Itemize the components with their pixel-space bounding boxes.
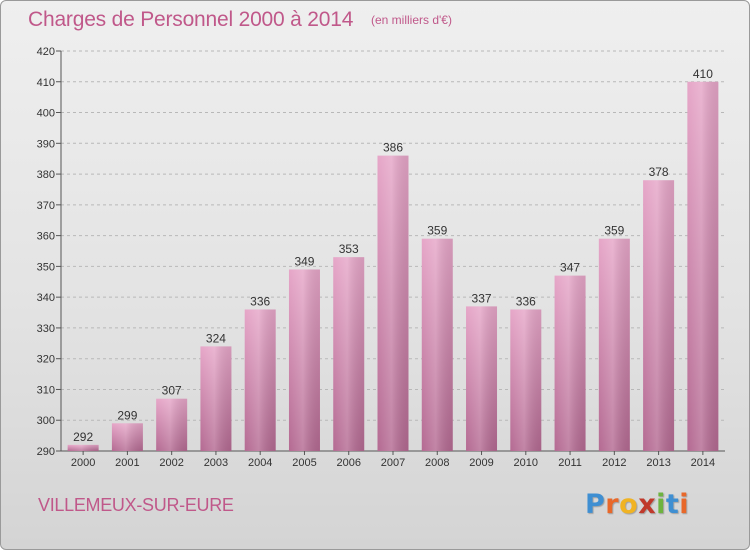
data-label: 324 — [206, 331, 226, 345]
data-label: 299 — [117, 408, 137, 422]
logo-letter: P — [585, 489, 606, 520]
data-label: 359 — [604, 224, 624, 238]
x-tick-label: 2013 — [646, 457, 670, 469]
bar-highlight — [244, 309, 276, 451]
logo-letter: i — [679, 489, 690, 520]
bar-highlight — [466, 306, 498, 451]
bar-highlight — [598, 238, 630, 451]
data-label: 336 — [250, 294, 270, 308]
y-tick-label: 400 — [37, 108, 55, 120]
x-tick-label: 2014 — [691, 457, 715, 469]
x-tick-label: 2005 — [292, 457, 316, 469]
x-tick-label: 2004 — [248, 457, 272, 469]
data-label: 337 — [472, 291, 492, 305]
bar-highlight — [111, 423, 143, 451]
y-tick-label: 410 — [37, 77, 55, 89]
data-label: 353 — [339, 242, 359, 256]
data-label: 410 — [693, 67, 713, 81]
chart-title: Charges de Personnel 2000 à 2014 — [28, 8, 354, 31]
data-label: 336 — [516, 294, 536, 308]
logo-letter: i — [656, 489, 666, 520]
y-tick-label: 330 — [37, 323, 55, 335]
y-tick-label: 380 — [37, 169, 55, 181]
x-tick-label: 2012 — [602, 457, 626, 469]
x-tick-label: 2000 — [71, 457, 95, 469]
y-tick-label: 310 — [37, 384, 55, 396]
y-tick-label: 360 — [37, 231, 55, 243]
y-tick-label: 340 — [37, 292, 55, 304]
logo-letter: r — [605, 489, 620, 520]
bar-highlight — [554, 275, 586, 451]
bar-highlight — [687, 81, 719, 452]
x-tick-label: 2008 — [425, 457, 449, 469]
logo-letter: o — [619, 489, 639, 520]
x-tick-label: 2009 — [469, 457, 493, 469]
data-label: 347 — [560, 261, 580, 275]
bar-highlight — [67, 444, 99, 451]
bar-highlight — [377, 155, 409, 451]
bar-highlight — [421, 238, 453, 451]
y-tick-label: 370 — [37, 200, 55, 212]
x-tick-label: 2002 — [159, 457, 183, 469]
chart-subtitle: (en milliers d'€) — [371, 13, 452, 27]
y-tick-label: 390 — [37, 138, 55, 150]
bar-highlight — [510, 309, 542, 451]
y-tick-label: 300 — [37, 415, 55, 427]
proxiti-logo: Proxiti — [585, 489, 689, 520]
bar-highlight — [156, 398, 188, 451]
city-name: VILLEMEUX-SUR-EURE — [38, 495, 234, 515]
x-tick-label: 2011 — [558, 457, 582, 469]
x-tick-label: 2007 — [381, 457, 405, 469]
logo-letter: x — [638, 489, 657, 520]
bar-highlight — [643, 180, 675, 451]
bar-highlight — [200, 346, 232, 451]
bar-highlight — [333, 257, 365, 451]
y-tick-label: 420 — [37, 46, 55, 58]
y-tick-label: 320 — [37, 354, 55, 366]
x-tick-label: 2010 — [514, 457, 538, 469]
bar-highlight — [288, 269, 320, 451]
y-tick-label: 350 — [37, 261, 55, 273]
logo-letter: t — [665, 489, 680, 520]
data-label: 349 — [294, 254, 314, 268]
y-tick-label: 290 — [37, 446, 55, 458]
data-label: 386 — [383, 141, 403, 155]
x-tick-label: 2003 — [204, 457, 228, 469]
x-tick-label: 2001 — [115, 457, 139, 469]
data-label: 307 — [162, 384, 182, 398]
data-label: 378 — [649, 165, 669, 179]
x-tick-label: 2006 — [336, 457, 360, 469]
data-label: 359 — [427, 224, 447, 238]
data-label: 292 — [73, 430, 93, 444]
